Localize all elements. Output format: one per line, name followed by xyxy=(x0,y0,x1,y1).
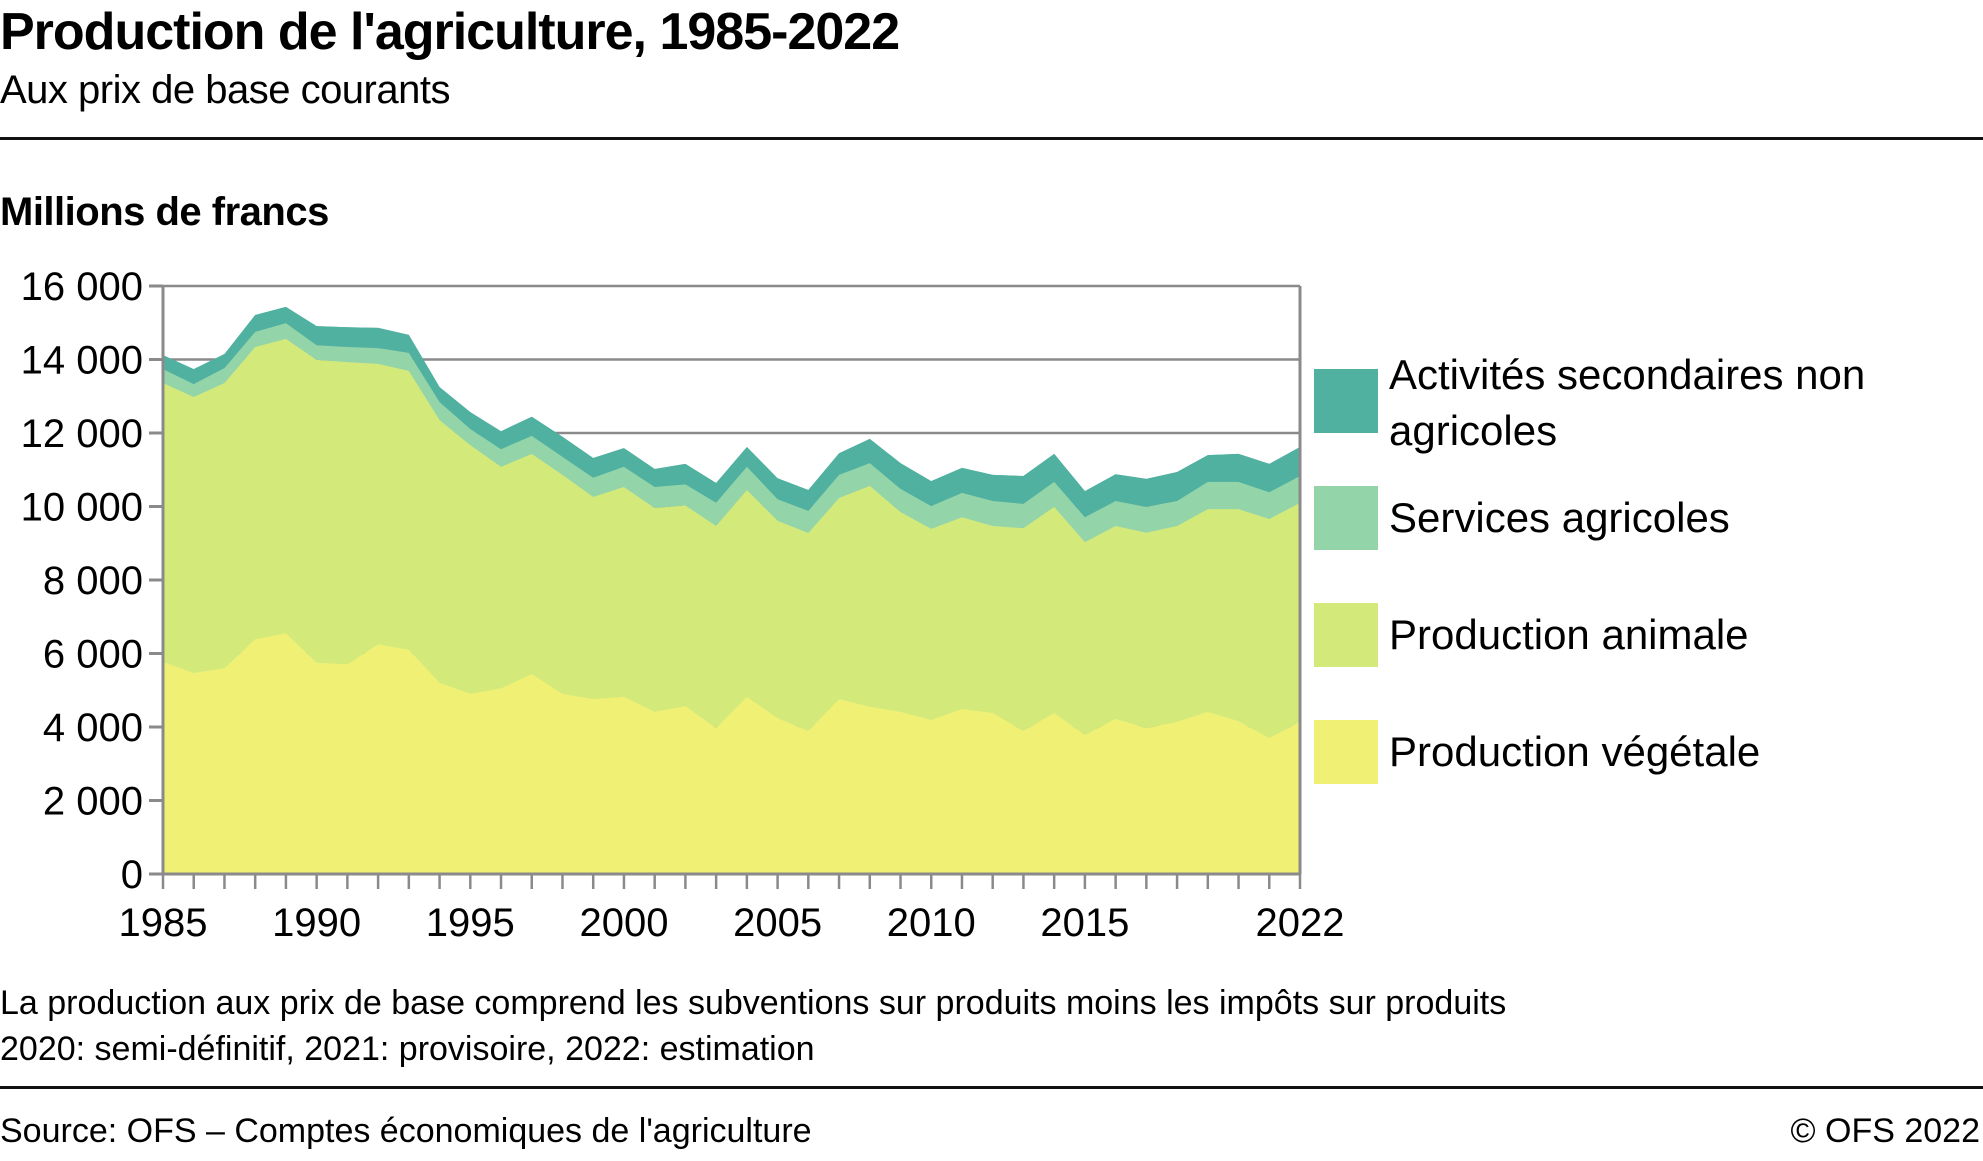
legend-swatch xyxy=(1314,720,1378,784)
legend-swatch xyxy=(1314,486,1378,550)
y-tick-label: 6 000 xyxy=(43,633,143,677)
legend-item-vegetale: Production végétale xyxy=(1314,720,1949,784)
legend-label: Activités secondaires non agricoles xyxy=(1389,351,1866,454)
area-production-animale xyxy=(163,338,1300,738)
x-tick-label: 2000 xyxy=(579,901,668,945)
y-tick-label: 2 000 xyxy=(43,780,143,824)
y-tick-label: 16 000 xyxy=(21,265,143,309)
legend-item-animale: Production animale xyxy=(1314,603,1949,667)
footnote-data-status: 2020: semi-définitif, 2021: provisoire, … xyxy=(0,1030,815,1068)
legend-label: Services agricoles xyxy=(1389,494,1730,541)
chart-subtitle: Aux prix de base courants xyxy=(0,68,450,112)
legend-item-services: Services agricoles xyxy=(1314,486,1949,550)
y-tick-label: 4 000 xyxy=(43,706,143,750)
y-axis-ticks: 0 2 000 4 000 6 000 8 000 10 000 12 000 14 000 1… xyxy=(21,265,163,897)
x-tick-label: 1985 xyxy=(119,901,208,945)
footnote-base-prices: La production aux prix de base comprend … xyxy=(0,984,1507,1022)
area-production-vegetale xyxy=(163,633,1300,874)
legend-item-activites: Activités secondaires non agricoles xyxy=(1314,351,1949,459)
legend-label: Production animale xyxy=(1389,611,1749,658)
x-tick-label: 2015 xyxy=(1040,901,1129,945)
x-tick-label: 2022 xyxy=(1256,901,1345,945)
footer-divider xyxy=(0,1086,1983,1089)
area-activites-secondaires-non-agricoles xyxy=(163,306,1300,518)
source-note: Source: OFS – Comptes économiques de l'a… xyxy=(0,1112,812,1150)
legend-swatch xyxy=(1314,369,1378,433)
x-tick-label: 1995 xyxy=(426,901,515,945)
x-tick-label: 2010 xyxy=(887,901,976,945)
area-services-agricoles xyxy=(163,323,1300,543)
y-tick-label: 12 000 xyxy=(21,412,143,456)
y-tick-label: 0 xyxy=(121,853,143,897)
y-tick-label: 14 000 xyxy=(21,339,143,383)
legend-label: Production végétale xyxy=(1389,728,1761,775)
x-tick-label: 1990 xyxy=(272,901,361,945)
header-divider xyxy=(0,137,1983,140)
y-tick-label: 8 000 xyxy=(43,559,143,603)
legend-swatch xyxy=(1314,603,1378,667)
y-axis-unit-label: Millions de francs xyxy=(0,190,329,234)
chart-title: Production de l'agriculture, 1985-2022 xyxy=(0,3,900,61)
copyright: © OFS 2022 xyxy=(1790,1112,1980,1150)
x-tick-label: 2005 xyxy=(733,901,822,945)
y-tick-label: 10 000 xyxy=(21,486,143,530)
x-axis-ticks: 1985 1990 1995 2000 2005 2010 2015 2022 xyxy=(119,874,1345,945)
area-layers-overlay xyxy=(163,306,1300,874)
